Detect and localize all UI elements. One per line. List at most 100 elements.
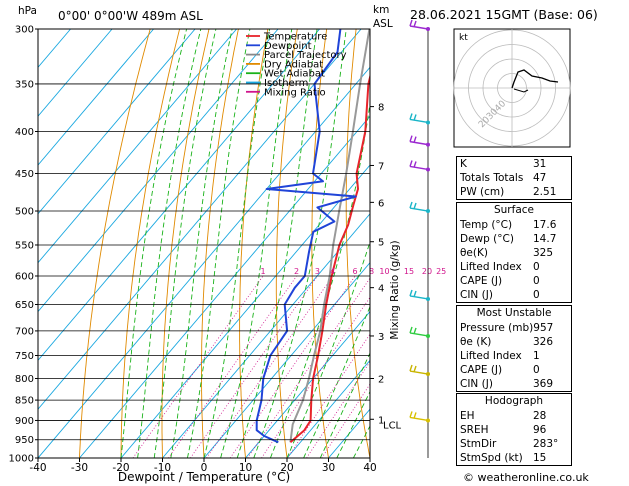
- km-tick-label: 5: [378, 238, 384, 249]
- wind-barb-dot: [426, 418, 430, 423]
- pressure-tick-label: 850: [15, 396, 34, 407]
- surface-value: 17.6: [533, 219, 557, 231]
- hodograph-label: SREH: [460, 424, 489, 436]
- most-unstable-title: Most Unstable: [476, 307, 552, 319]
- wind-barb: [409, 135, 429, 146]
- isotherm-line: [38, 29, 362, 410]
- wind-barb-dot: [426, 296, 430, 301]
- most-unstable-row: CIN (J) 369: [457, 377, 571, 391]
- wind-barb: [409, 411, 429, 422]
- mixing-ratio-label: 6: [353, 267, 358, 276]
- pressure-tick-label: 650: [15, 300, 34, 311]
- index-label: Totals Totals: [460, 172, 524, 184]
- surface-row: CAPE (J) 0: [457, 274, 571, 288]
- index-value: 31: [533, 158, 547, 170]
- mixing-ratio-line: [190, 275, 318, 458]
- isotherm-line: [79, 115, 370, 458]
- wet-adiabat-line: [303, 305, 370, 458]
- x-tick-label: 0: [201, 462, 208, 474]
- index-value: 47: [533, 172, 547, 184]
- parcel-trajectory-line: [289, 29, 370, 443]
- most-unstable-value: 369: [533, 378, 554, 390]
- isotherm-line: [38, 29, 237, 264]
- pressure-tick-label: 1000: [9, 454, 34, 465]
- x-tick-label: -10: [154, 462, 171, 474]
- wet-adiabat-line: [120, 29, 188, 458]
- index-row: K 31: [457, 157, 571, 171]
- dry-adiabat-line: [120, 29, 181, 458]
- x-tick-label: 10: [239, 462, 252, 474]
- index-row: Totals Totals 47: [457, 171, 571, 185]
- hodograph-label: StmDir: [460, 438, 497, 450]
- isotherm-line: [203, 261, 370, 458]
- hodograph-row: SREH 96: [457, 423, 571, 437]
- x-tick-label: -30: [71, 462, 88, 474]
- index-value: 2.51: [533, 186, 557, 198]
- dry-adiabat-line: [311, 29, 329, 458]
- wind-barb: [409, 19, 429, 30]
- dry-adiabat-line: [239, 29, 269, 458]
- hodograph-trace: [511, 69, 559, 89]
- hodograph-label: StmSpd (kt): [460, 452, 523, 464]
- wind-barb-dot: [426, 120, 430, 125]
- lcl-label: LCL: [383, 420, 402, 431]
- dry-adiabat-line: [201, 29, 239, 458]
- hodograph-value: 15: [533, 452, 547, 464]
- surface-value: 14.7: [533, 233, 557, 245]
- isotherm-line: [286, 359, 370, 458]
- most-unstable-label: θe (K): [460, 336, 492, 348]
- indices-table: K 31 Totals Totals 47 PW (cm) 2.51: [456, 156, 572, 200]
- index-row: PW (cm) 2.51: [457, 185, 571, 199]
- surface-label: CAPE (J): [460, 275, 503, 287]
- pressure-tick-label: 300: [15, 25, 34, 36]
- wind-barb-dot: [426, 209, 430, 214]
- surface-row: Lifted Index 0: [457, 260, 571, 274]
- surface-value: 325: [533, 247, 554, 259]
- surface-row: CIN (J) 0: [457, 288, 571, 302]
- index-label: K: [460, 158, 467, 170]
- hodograph-row: EH 28: [457, 409, 571, 423]
- dry-adiabat-line: [79, 29, 151, 458]
- mixing-ratio-line: [261, 296, 370, 458]
- mixing-ratio-label: 25: [436, 267, 446, 276]
- x-axis-label: Dewpoint / Temperature (°C): [118, 470, 290, 484]
- x-tick-label: -40: [29, 462, 46, 474]
- legend-label: Dewpoint: [264, 41, 312, 52]
- surface-label: Temp (°C): [460, 219, 513, 231]
- hodograph-value: 28: [533, 410, 547, 422]
- mixing-ratio-line: [168, 275, 297, 458]
- date-label: 28.06.2021 15GMT (Base: 06): [410, 7, 598, 22]
- mixing-ratio-label: 1: [260, 267, 265, 276]
- mixing-ratio-label: 20: [422, 267, 432, 276]
- dry-adiabat-line: [161, 29, 210, 458]
- isotherm-line: [38, 66, 370, 458]
- x-tick-label: 40: [363, 462, 376, 474]
- x-tick-label: -20: [112, 462, 129, 474]
- location-label: 0°00' 0°00'W 489m ASL: [58, 9, 203, 23]
- km-tick-label: 2: [378, 374, 384, 385]
- index-label: PW (cm): [460, 186, 505, 198]
- isotherm-line: [38, 29, 279, 313]
- x-tick-label: 30: [322, 462, 335, 474]
- wind-barb: [409, 326, 429, 337]
- dry-adiabat-line: [591, 17, 629, 458]
- pressure-tick-label: 500: [15, 207, 34, 218]
- credit: © weatheronline.co.uk: [463, 471, 589, 484]
- most-unstable-value: 326: [533, 336, 554, 348]
- most-unstable-label: CAPE (J): [460, 364, 503, 376]
- pressure-tick-label: 600: [15, 271, 34, 282]
- wind-barb: [409, 113, 429, 124]
- most-unstable-row: θe (K) 326: [457, 335, 571, 349]
- most-unstable-row: CAPE (J) 0: [457, 363, 571, 377]
- surface-value: 0: [533, 289, 540, 301]
- mixing-ratio-line: [206, 275, 334, 458]
- km-tick-label: 8: [378, 103, 384, 114]
- surface-row: θe(K) 325: [457, 246, 571, 260]
- wind-barb-dot: [426, 333, 430, 338]
- pressure-tick-label: 900: [15, 416, 34, 427]
- mixing-ratio-label: 4: [330, 267, 335, 276]
- most-unstable-table: Most Unstable Pressure (mb) 957 θe (K) 326 L…: [456, 305, 572, 392]
- wind-barb: [409, 201, 429, 212]
